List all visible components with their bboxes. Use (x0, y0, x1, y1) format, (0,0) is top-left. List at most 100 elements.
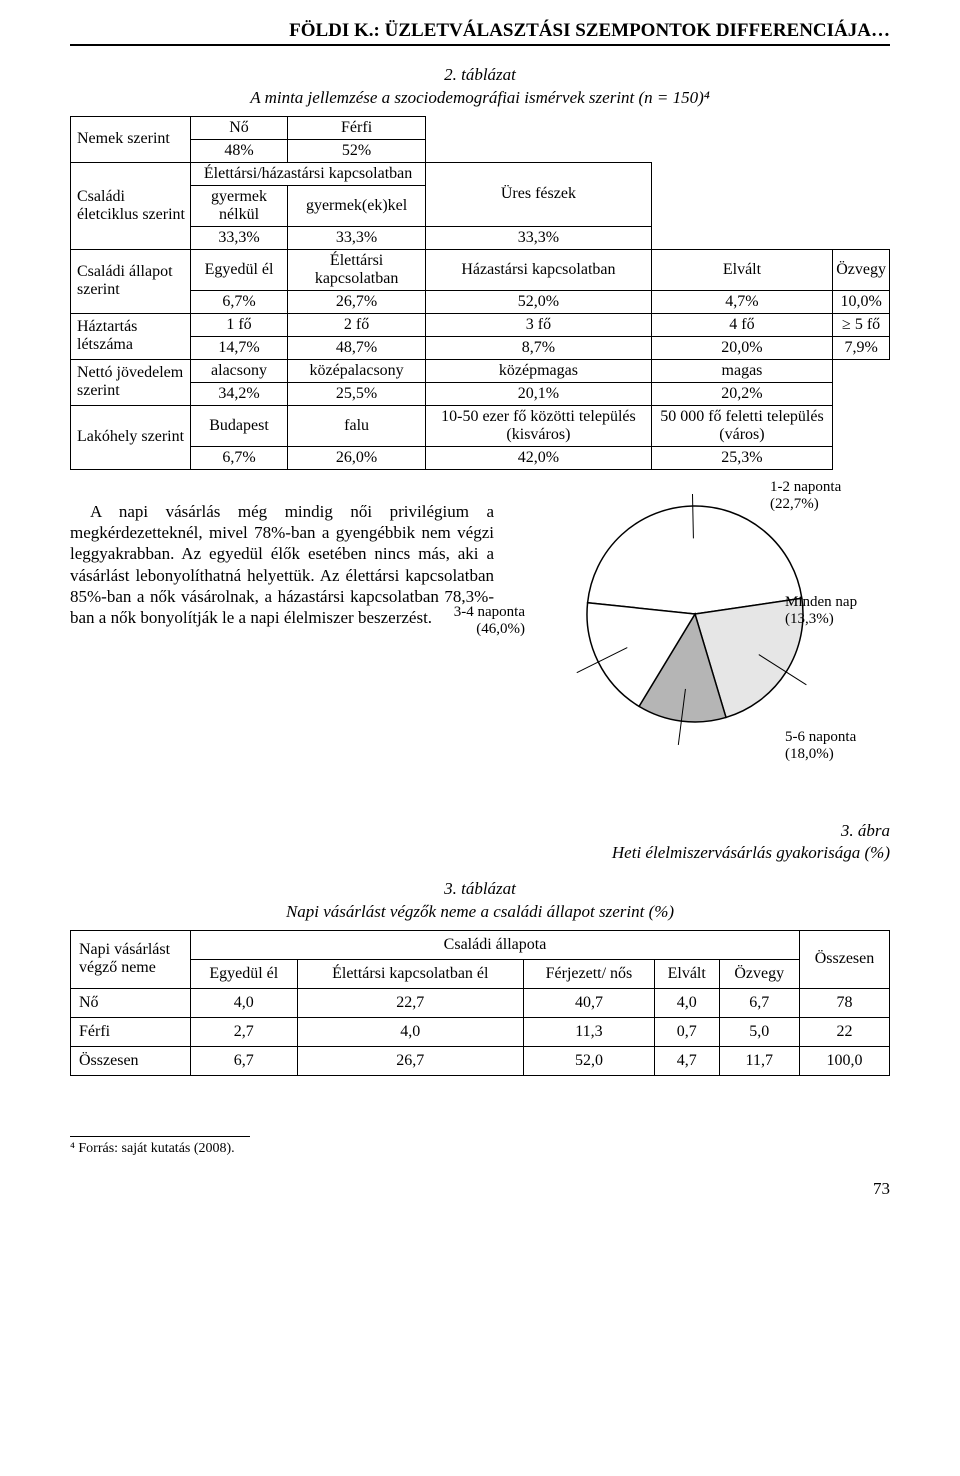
table-row: Nő4,022,740,74,06,778 (71, 988, 890, 1017)
figure3-caption: 3. ábra Heti élelmiszervásárlás gyakoris… (70, 820, 890, 864)
table3-caption: 3. táblázat Napi vásárlást végzők neme a… (70, 878, 890, 924)
t3-cell: 11,7 (719, 1046, 799, 1075)
t2-ec-v1: 33,3% (191, 226, 288, 249)
t2-hl-v5: 7,9% (833, 336, 890, 359)
t2-nj-v3: 20,1% (426, 382, 652, 405)
table-row: 6,7% 26,7% 52,0% 4,7% 10,0% (71, 290, 890, 313)
table-row: Férfi2,74,011,30,75,022 (71, 1017, 890, 1046)
t2-ca-v5: 10,0% (833, 290, 890, 313)
table3: Napi vásárlást végző neme Családi állapo… (70, 930, 890, 1076)
t3-cell: 40,7 (523, 988, 654, 1017)
t2-hl-h5: ≥ 5 fő (833, 313, 890, 336)
t3-cell: 22,7 (297, 988, 523, 1017)
t2-nj-v1: 34,2% (191, 382, 288, 405)
t2-nemek-v2: 52% (288, 139, 426, 162)
pie-label: 5-6 naponta(18,0%) (785, 729, 895, 764)
table-row: Háztartás létszáma 1 fő 2 fő 3 fő 4 fő ≥… (71, 313, 890, 336)
page-number: 73 (70, 1179, 890, 1199)
t2-lh-h3: 10-50 ezer fő közötti település (kisváro… (426, 405, 652, 446)
t3-row-label: Nő (71, 988, 191, 1017)
table2-caption: 2. táblázat A minta jellemzése a szociod… (70, 64, 890, 110)
t2-hl-h1: 1 fő (191, 313, 288, 336)
pie-chart-container: 3-4 naponta(46,0%)1-2 naponta(22,7%)Mind… (510, 484, 890, 794)
t2-lh-v1: 6,7% (191, 446, 288, 469)
t2-ec-v2: 33,3% (288, 226, 426, 249)
pie-label: 1-2 naponta(22,7%) (770, 479, 880, 514)
t2-hl-h4: 4 fő (651, 313, 833, 336)
figure3-title: Heti élelmiszervásárlás gyakorisága (%) (612, 843, 890, 862)
footnote: ⁴ Forrás: saját kutatás (2008). (70, 1141, 890, 1157)
t3-cell: 6,7 (719, 988, 799, 1017)
t2-ec-header: Élettársi/házastársi kapcsolatban (191, 162, 426, 185)
table-row: Nettó jövedelem szerint alacsony középal… (71, 359, 890, 382)
pie-label: Minden nap(13,3%) (785, 594, 895, 629)
t2-lh-h1: Budapest (191, 405, 288, 446)
t2-ca-v3: 52,0% (426, 290, 652, 313)
t3-cell: 5,0 (719, 1017, 799, 1046)
t2-nj-label: Nettó jövedelem szerint (71, 359, 191, 405)
t2-ec-v3: 33,3% (426, 226, 652, 249)
t2-nj-v4: 20,2% (651, 382, 833, 405)
t3-column-header: Egyedül él (191, 959, 298, 988)
t2-lh-v3: 42,0% (426, 446, 652, 469)
table2-number: 2. táblázat (70, 64, 890, 87)
t3-row-label: Összesen (71, 1046, 191, 1075)
t2-ca-h1: Egyedül él (191, 249, 288, 290)
t2-hl-v2: 48,7% (288, 336, 426, 359)
table-row: Napi vásárlást végző neme Családi állapo… (71, 930, 890, 959)
table-row: Egyedül élÉlettársi kapcsolatban élFérje… (71, 959, 890, 988)
t2-lh-h4: 50 000 fő feletti település (város) (651, 405, 833, 446)
t3-cell: 4,0 (297, 1017, 523, 1046)
t3-total-cell: 78 (800, 988, 890, 1017)
t2-nj-h1: alacsony (191, 359, 288, 382)
t2-nemek-v1: 48% (191, 139, 288, 162)
table3-number: 3. táblázat (70, 878, 890, 901)
pie-label: 3-4 naponta(46,0%) (415, 604, 525, 639)
t2-nemek-h1: Nő (191, 116, 288, 139)
t2-ca-v4: 4,7% (651, 290, 833, 313)
t3-cell: 52,0 (523, 1046, 654, 1075)
running-header: FÖLDI K.: ÜZLETVÁLASZTÁSI SZEMPONTOK DIF… (70, 20, 890, 42)
t3-row-label: Férfi (71, 1017, 191, 1046)
t2-ec-c2: gyermek(ek)kel (288, 185, 426, 226)
t3-cell: 0,7 (654, 1017, 719, 1046)
t2-hl-v3: 8,7% (426, 336, 652, 359)
t3-cell: 26,7 (297, 1046, 523, 1075)
t3-column-header: Elvált (654, 959, 719, 988)
t2-nj-h2: középalacsony (288, 359, 426, 382)
t3-cell: 6,7 (191, 1046, 298, 1075)
t3-rowheader: Napi vásárlást végző neme (71, 930, 191, 988)
t2-hl-v4: 20,0% (651, 336, 833, 359)
t3-cell: 4,7 (654, 1046, 719, 1075)
t2-lh-label: Lakóhely szerint (71, 405, 191, 469)
table-row: Lakóhely szerint Budapest falu 10-50 eze… (71, 405, 890, 446)
t2-ec-c3: Üres fészek (426, 162, 652, 226)
t2-nemek-label: Nemek szerint (71, 116, 191, 162)
table2-title: A minta jellemzése a szociodemográfiai i… (250, 88, 709, 107)
t2-ca-h3: Házastársi kapcsolatban (426, 249, 652, 290)
t2-ec-label: Családi életciklus szerint (71, 162, 191, 249)
t2-hl-h3: 3 fő (426, 313, 652, 336)
table-row: Családi életciklus szerint Élettársi/ház… (71, 162, 890, 185)
t3-totalcol: Összesen (800, 930, 890, 988)
t2-ec-c1: gyermek nélkül (191, 185, 288, 226)
t2-hl-v1: 14,7% (191, 336, 288, 359)
t3-column-header: Özvegy (719, 959, 799, 988)
t2-nj-h3: középmagas (426, 359, 652, 382)
footnote-rule (70, 1136, 250, 1137)
figure3-num: 3. ábra (841, 821, 890, 840)
header-rule (70, 44, 890, 46)
t2-nj-v2: 25,5% (288, 382, 426, 405)
t3-column-header: Élettársi kapcsolatban él (297, 959, 523, 988)
t3-total-cell: 100,0 (800, 1046, 890, 1075)
table-row: 34,2% 25,5% 20,1% 20,2% (71, 382, 890, 405)
t2-hl-label: Háztartás létszáma (71, 313, 191, 359)
t2-ca-label: Családi állapot szerint (71, 249, 191, 313)
t3-cell: 11,3 (523, 1017, 654, 1046)
t2-ca-v1: 6,7% (191, 290, 288, 313)
t2-lh-h2: falu (288, 405, 426, 446)
t3-cell: 4,0 (191, 988, 298, 1017)
t2-ca-v2: 26,7% (288, 290, 426, 313)
pie-slice (588, 506, 802, 614)
t2-ca-h4: Elvált (651, 249, 833, 290)
